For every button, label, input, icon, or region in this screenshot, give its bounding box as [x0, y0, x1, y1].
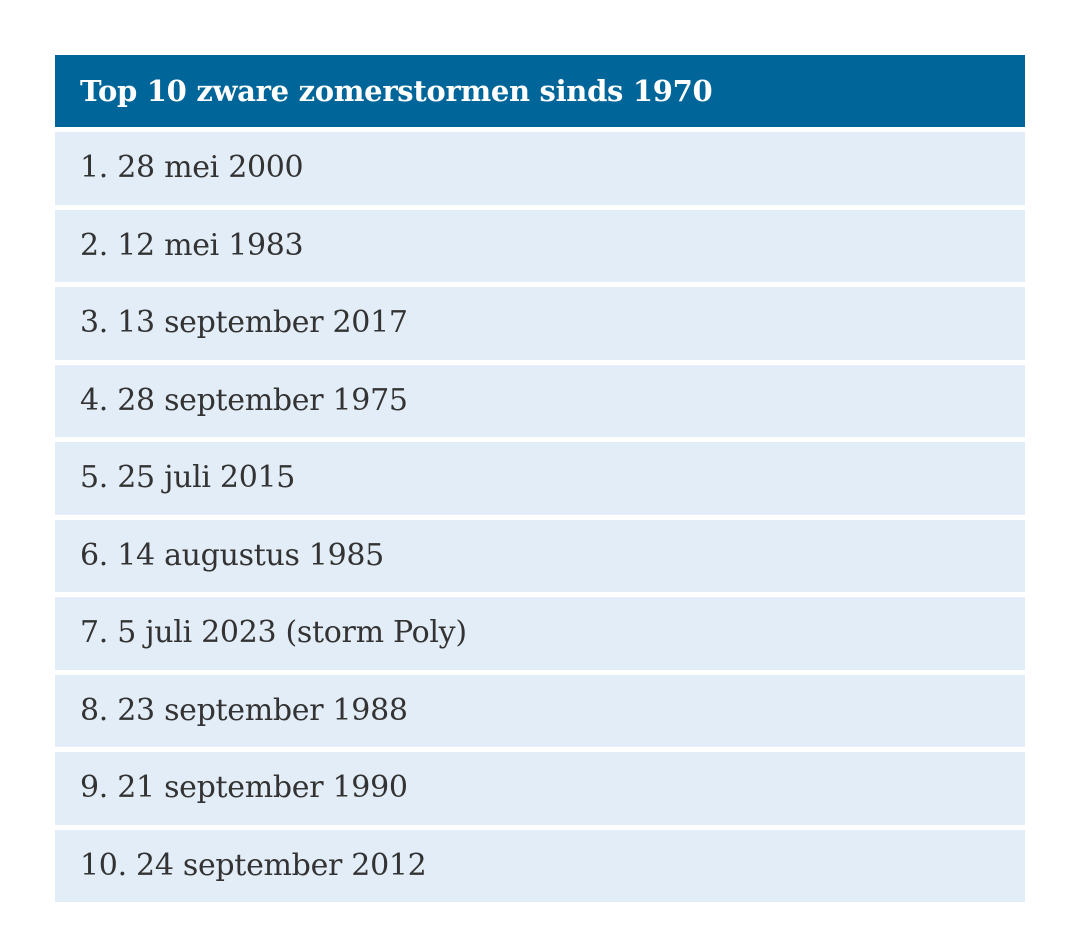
storm-table: Top 10 zware zomerstormen sinds 1970 1. …	[55, 55, 1025, 902]
table-body: 1. 28 mei 2000 2. 12 mei 1983 3. 13 sept…	[55, 132, 1025, 902]
table-row: 7. 5 juli 2023 (storm Poly)	[55, 597, 1025, 670]
table-row: 4. 28 september 1975	[55, 364, 1025, 437]
table-row: 9. 21 september 1990	[55, 752, 1025, 825]
table-row: 6. 14 augustus 1985	[55, 519, 1025, 592]
table-row: 5. 25 juli 2015	[55, 442, 1025, 515]
table-row: 8. 23 september 1988	[55, 674, 1025, 747]
table-row: 3. 13 september 2017	[55, 287, 1025, 360]
table-row: 2. 12 mei 1983	[55, 209, 1025, 282]
table-row: 1. 28 mei 2000	[55, 132, 1025, 205]
table-title: Top 10 zware zomerstormen sinds 1970	[55, 55, 1025, 127]
table-row: 10. 24 september 2012	[55, 829, 1025, 902]
